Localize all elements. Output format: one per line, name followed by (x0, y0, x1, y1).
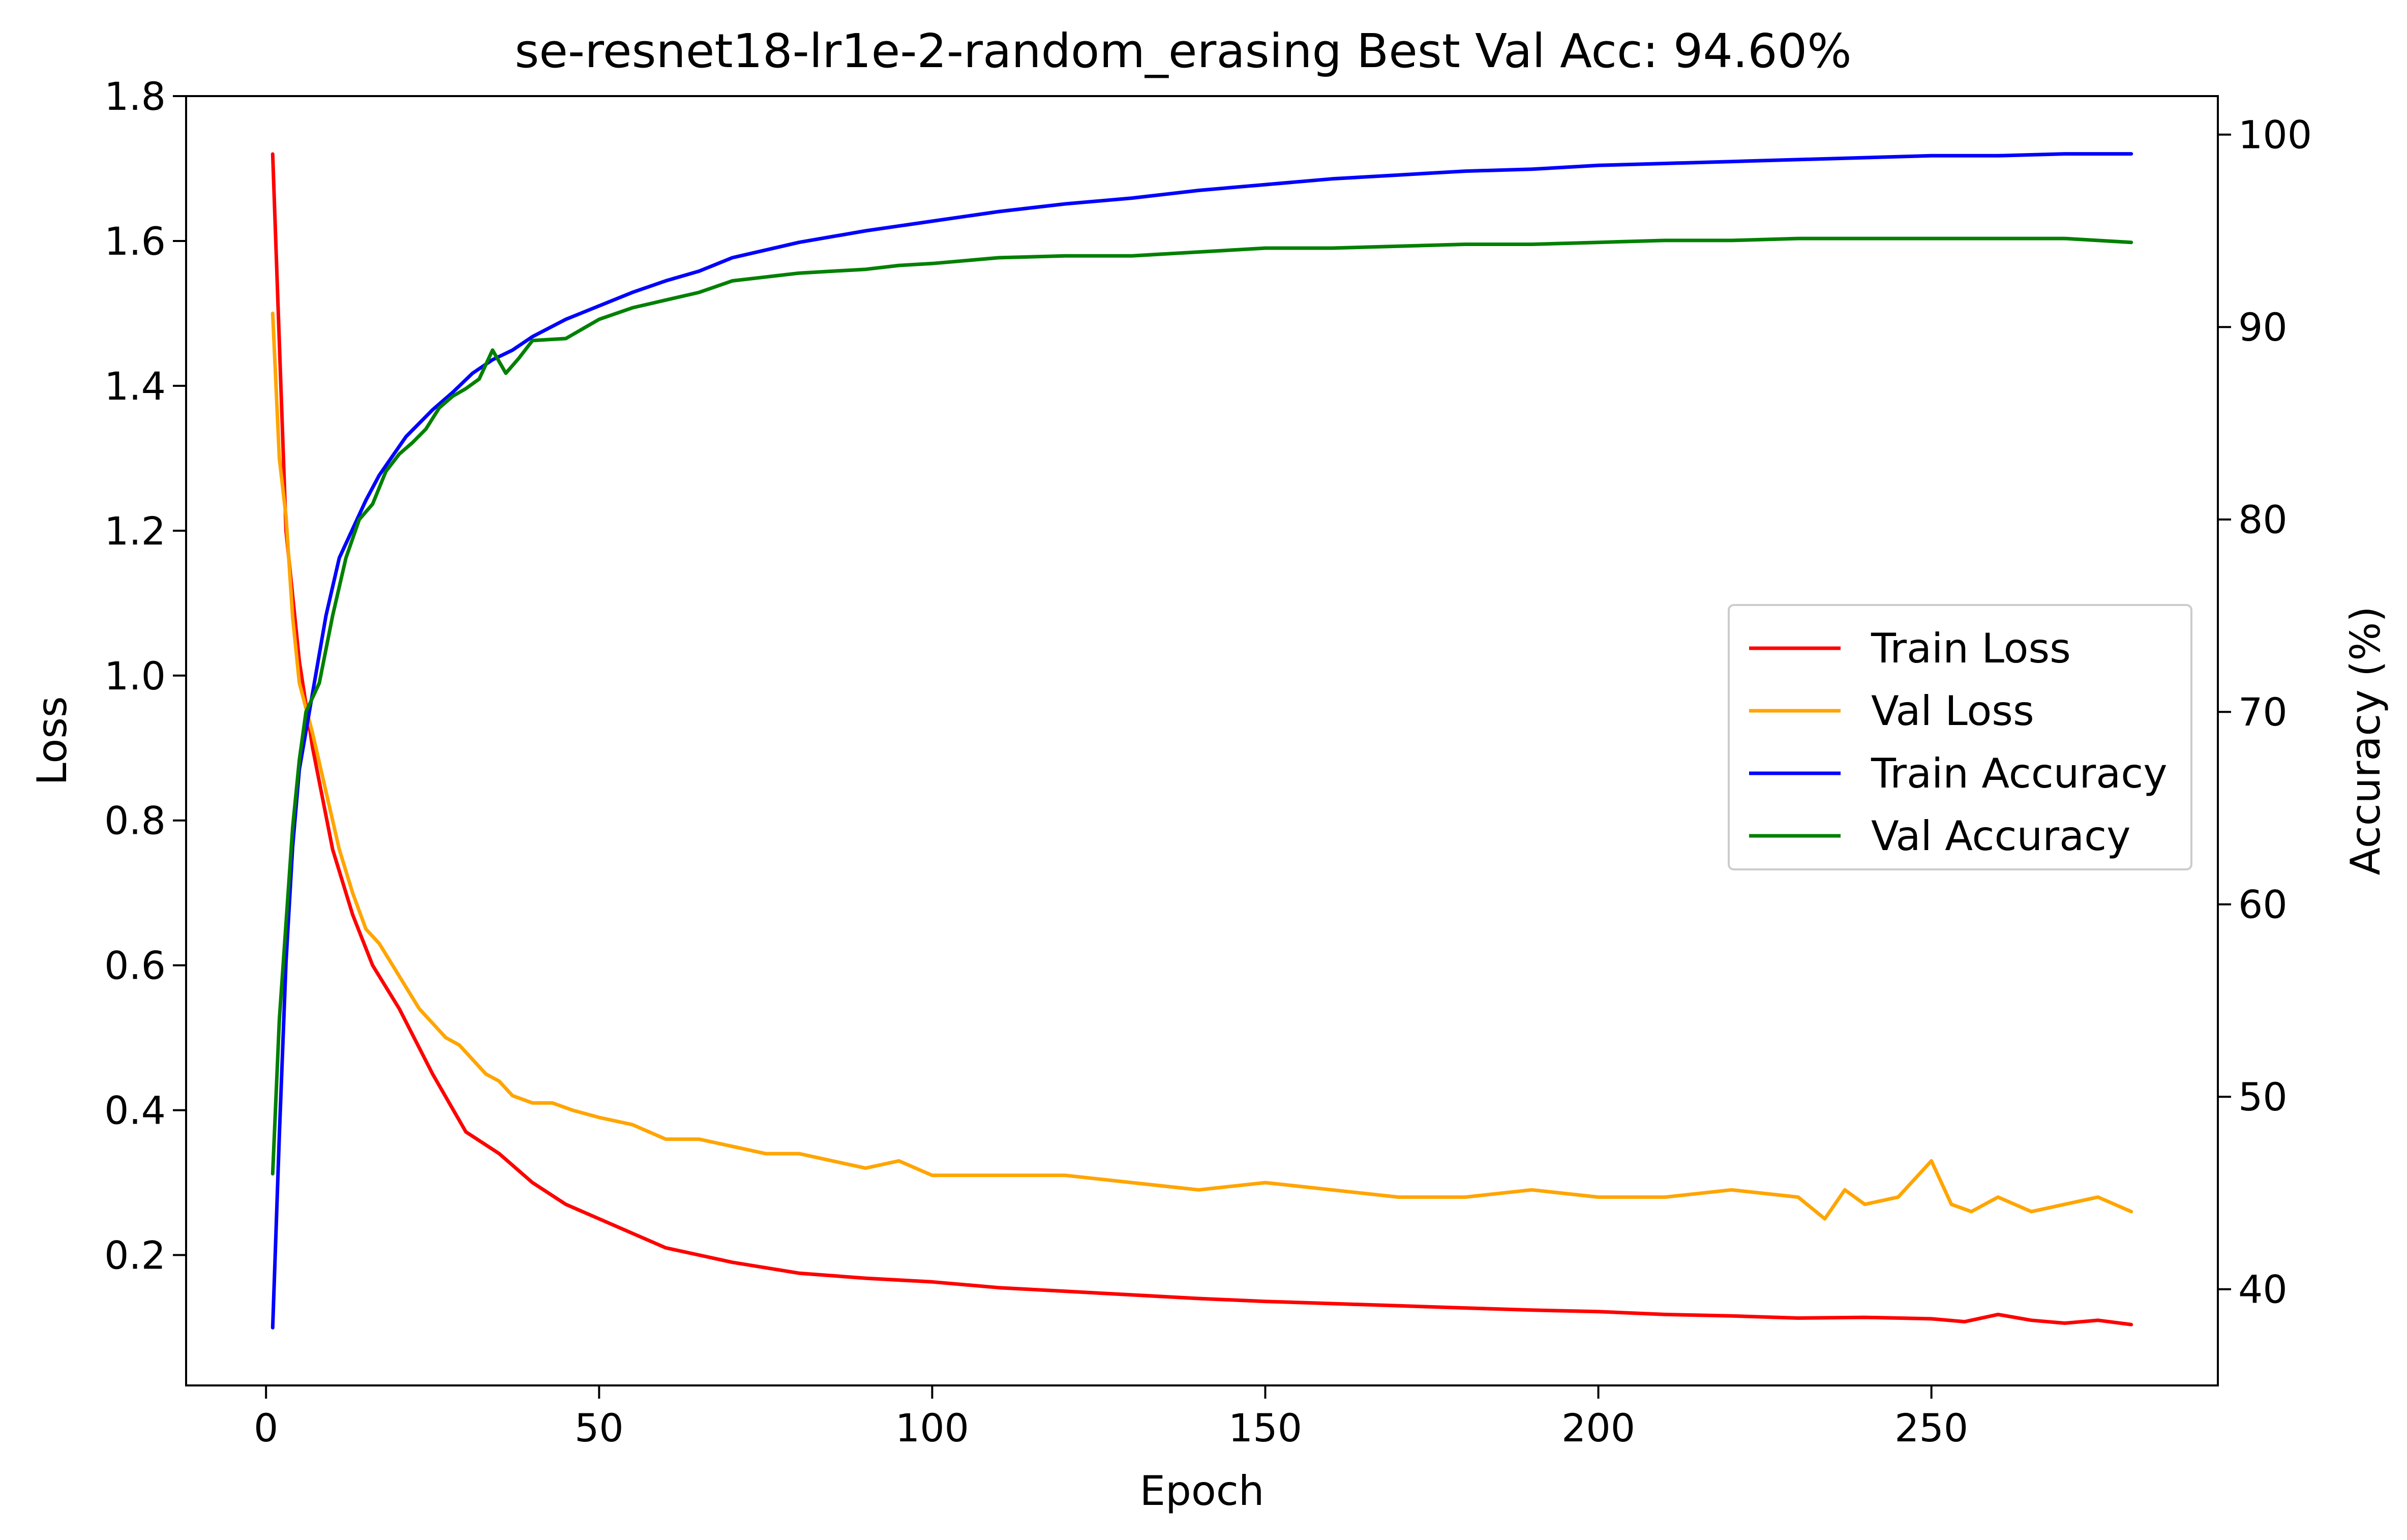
y-left-tick-label: 1.8 (104, 74, 166, 119)
plot-frame (185, 95, 2219, 1386)
right-y-ticks: 40 50 60 70 80 90 100 (2218, 112, 2312, 1312)
series-line-val-loss (270, 311, 2133, 1221)
y-left-tick-label: 1.6 (104, 219, 166, 264)
y-left-tick-label: 1.2 (104, 508, 166, 554)
left-y-ticks: 0.2 0.4 0.6 0.8 1.0 1.2 1.4 1.6 1.8 (104, 74, 186, 1278)
chart-title: se-resnet18-lr1e-2-random_erasing Best V… (515, 24, 1851, 78)
y-axis-right-label: Accuracy (%) (2342, 606, 2389, 875)
legend-box (1728, 604, 2192, 870)
x-tick-label: 200 (1561, 1405, 1635, 1451)
y-right-tick-label: 70 (2238, 689, 2288, 735)
y-right-tick-label: 40 (2238, 1267, 2288, 1312)
x-tick-label: 0 (254, 1405, 278, 1451)
y-right-tick-label: 100 (2238, 112, 2312, 158)
y-left-tick-label: 0.2 (104, 1233, 166, 1278)
y-left-tick-label: 0.8 (104, 798, 166, 843)
y-right-tick-label: 80 (2238, 497, 2288, 542)
x-tick-label: 50 (575, 1405, 624, 1451)
y-left-tick-label: 1.0 (104, 653, 166, 699)
y-left-tick-label: 0.6 (104, 943, 166, 988)
legend-label-train-accuracy: Train Accuracy (1871, 750, 2168, 797)
y-right-tick-label: 50 (2238, 1074, 2288, 1120)
y-left-tick-label: 0.4 (104, 1088, 166, 1133)
x-axis-label: Epoch (1140, 1467, 1265, 1515)
x-ticks: 0 50 100 150 200 250 (254, 1385, 1968, 1451)
plot-lines (270, 152, 2133, 1330)
x-tick-label: 250 (1894, 1405, 1968, 1451)
legend-label-val-accuracy: Val Accuracy (1871, 812, 2130, 860)
legend-label-val-loss: Val Loss (1871, 687, 2034, 735)
series-line-val-accuracy (270, 236, 2133, 1176)
y-axis-left-label: Loss (28, 696, 76, 785)
legend: Train Loss Val Loss Train Accuracy Val Accu… (1728, 604, 2192, 870)
y-right-tick-label: 90 (2238, 305, 2288, 350)
legend-items: Train Loss Val Loss Train Accuracy Val Accu… (1749, 625, 2168, 860)
series-line-train-accuracy (270, 152, 2133, 1330)
y-right-tick-label: 60 (2238, 882, 2288, 927)
legend-label-train-loss: Train Loss (1871, 625, 2071, 672)
x-tick-label: 100 (895, 1405, 969, 1451)
x-tick-label: 150 (1228, 1405, 1302, 1451)
series-line-train-loss (270, 152, 2133, 1326)
y-left-tick-label: 1.4 (104, 364, 166, 409)
